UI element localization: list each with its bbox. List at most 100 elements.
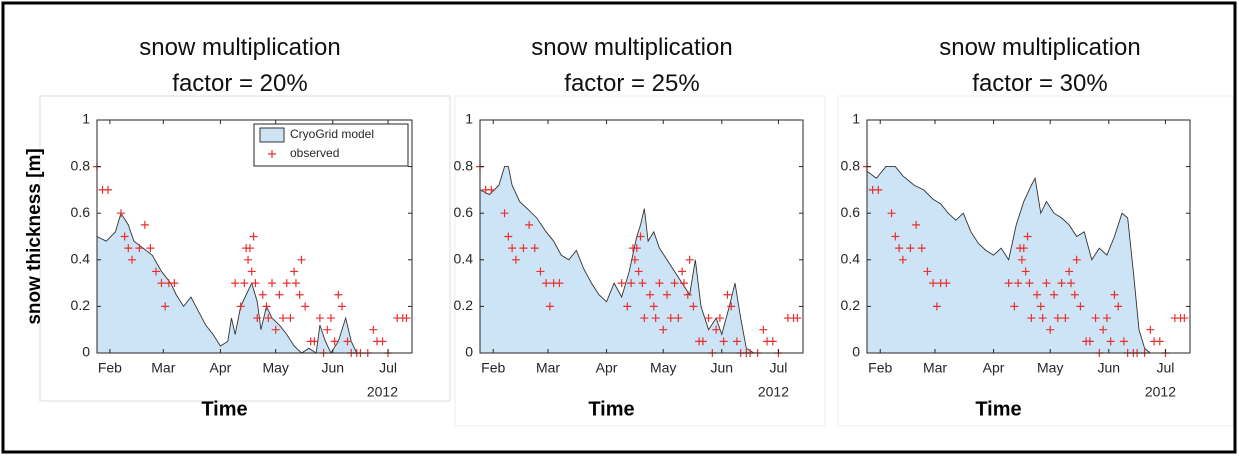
point	[917, 244, 926, 253]
x-tick-label: Mar	[536, 360, 560, 376]
point	[1061, 314, 1070, 323]
point	[634, 267, 643, 276]
x-tick-label: Jul	[1156, 360, 1174, 376]
point	[1072, 255, 1081, 264]
point	[240, 279, 249, 288]
y-tick-label: 0.4	[454, 251, 474, 267]
point	[895, 244, 904, 253]
chart-title: snow multiplication factor = 25%	[531, 34, 733, 97]
point	[1155, 337, 1164, 346]
point	[636, 232, 645, 241]
point	[646, 290, 654, 299]
y-axis-label: snow thickness [m]	[24, 148, 45, 324]
point	[128, 255, 136, 264]
point	[674, 314, 683, 323]
point	[251, 279, 260, 288]
point	[1014, 279, 1023, 288]
x-tick-label: Apr	[210, 360, 232, 376]
y-tick-label: 0	[852, 344, 860, 360]
point	[623, 302, 632, 311]
x-tick-label: Jun	[322, 360, 345, 376]
area-line	[479, 166, 803, 354]
area	[97, 213, 412, 353]
point	[698, 337, 707, 346]
point	[655, 279, 664, 288]
point	[1076, 302, 1085, 311]
point	[545, 302, 554, 311]
point	[1057, 279, 1066, 288]
legend-label: CryoGrid model	[290, 127, 374, 141]
point	[334, 290, 343, 299]
x-tick-label: Jun	[1097, 360, 1120, 376]
x-tick-label: Feb	[868, 360, 892, 376]
point	[1091, 314, 1100, 323]
point	[627, 279, 636, 288]
point	[1046, 325, 1055, 334]
y-tick-label: 0.2	[71, 297, 91, 313]
point	[678, 267, 687, 276]
x-axis-label: Time	[975, 398, 1021, 420]
legend-label: observed	[290, 146, 339, 160]
point	[310, 337, 319, 346]
point	[295, 290, 304, 299]
point	[1119, 337, 1128, 346]
x-axis-label: Time	[588, 398, 634, 420]
point	[651, 314, 660, 323]
point	[140, 220, 149, 229]
point	[1085, 337, 1094, 346]
point	[715, 314, 724, 323]
x-tick-label: Jul	[379, 360, 397, 376]
point	[282, 279, 291, 288]
point	[146, 244, 155, 253]
point	[723, 290, 732, 299]
y-tick-label: 0.8	[454, 157, 474, 173]
y-tick-label: 1	[852, 111, 860, 127]
y-tick-label: 0.4	[71, 251, 91, 267]
point	[638, 279, 647, 288]
point	[1106, 337, 1115, 346]
x-tick-label: Apr	[983, 360, 1005, 376]
x-tick-label: Jul	[769, 360, 787, 376]
point	[402, 314, 411, 323]
point	[487, 185, 496, 194]
point	[236, 302, 245, 311]
point	[1036, 302, 1045, 311]
point	[264, 314, 273, 323]
point	[315, 314, 324, 323]
point	[1067, 279, 1075, 288]
chart-title: snow multiplication factor = 20%	[139, 34, 341, 97]
point	[253, 314, 262, 323]
y-tick-label: 0	[82, 344, 90, 360]
point	[1070, 290, 1079, 299]
x-tick-label: Jun	[710, 360, 733, 376]
point	[1146, 325, 1155, 334]
point	[640, 314, 649, 323]
point	[719, 337, 728, 346]
point	[617, 279, 626, 288]
point	[104, 185, 113, 194]
x-tick-label: Mar	[923, 360, 947, 376]
point	[732, 337, 741, 346]
point	[275, 290, 284, 299]
point	[1180, 314, 1189, 323]
y-tick-label: 0.6	[71, 204, 91, 220]
point	[249, 232, 258, 241]
point	[301, 302, 310, 311]
point	[680, 279, 688, 288]
point	[245, 244, 254, 253]
point	[120, 232, 129, 241]
point	[632, 244, 641, 253]
point	[536, 267, 545, 276]
point	[1017, 255, 1026, 264]
point	[542, 279, 551, 288]
point	[286, 314, 295, 323]
axes-box	[479, 119, 804, 354]
point	[929, 279, 938, 288]
point	[161, 302, 170, 311]
axes-box	[96, 119, 413, 354]
point	[511, 255, 520, 264]
y-tick-label: 0	[465, 344, 473, 360]
point	[1102, 314, 1111, 323]
point	[530, 244, 539, 253]
